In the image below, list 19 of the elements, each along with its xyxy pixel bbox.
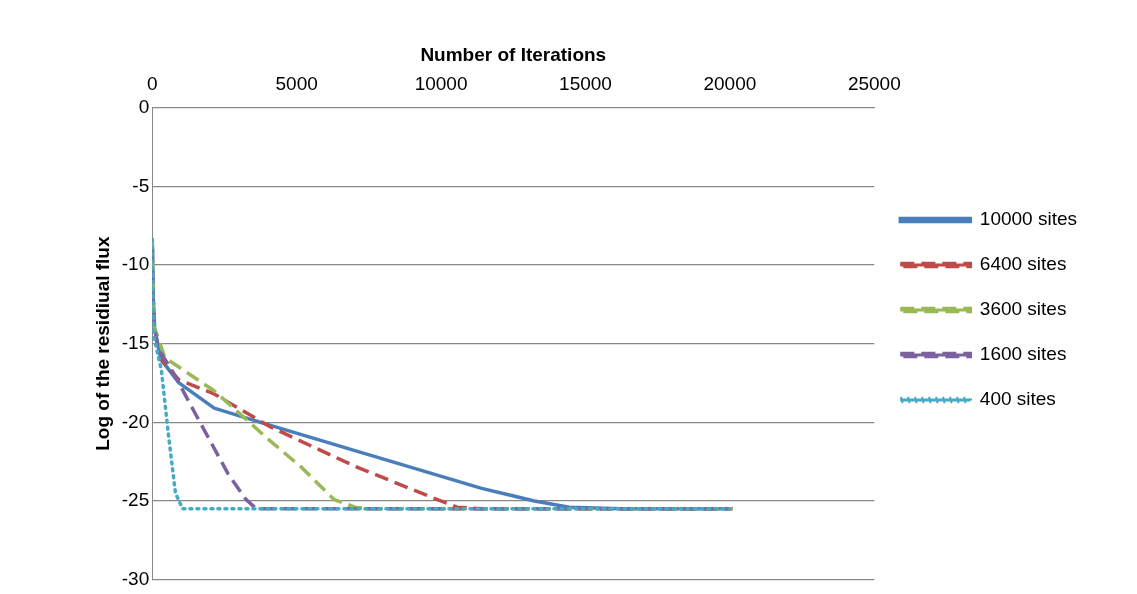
y-tick-label: -10 — [121, 253, 150, 275]
x-axis-title: Number of Iterations — [420, 43, 607, 65]
legend-label: 1600 sites — [979, 343, 1067, 365]
y-tick-label: -5 — [132, 174, 150, 196]
y-axis-title: Log of the residiual flux — [91, 236, 113, 451]
legend-label: 6400 sites — [979, 253, 1067, 275]
legend-label: 400 sites — [979, 388, 1056, 410]
x-tick-label: 20000 — [703, 73, 757, 95]
y-tick-label: -25 — [121, 489, 150, 511]
y-tick-label: -30 — [121, 567, 150, 589]
x-tick-label: 10000 — [414, 73, 468, 95]
y-tick-label: 0 — [138, 95, 150, 117]
x-tick-label: 15000 — [559, 73, 612, 95]
legend-label: 10000 sites — [979, 208, 1078, 230]
x-tick-label: 25000 — [847, 73, 901, 95]
y-tick-label: -15 — [121, 331, 150, 353]
legend-label: 3600 sites — [979, 298, 1067, 320]
y-tick-label: -20 — [121, 410, 150, 432]
x-tick-label: 5000 — [275, 73, 318, 95]
